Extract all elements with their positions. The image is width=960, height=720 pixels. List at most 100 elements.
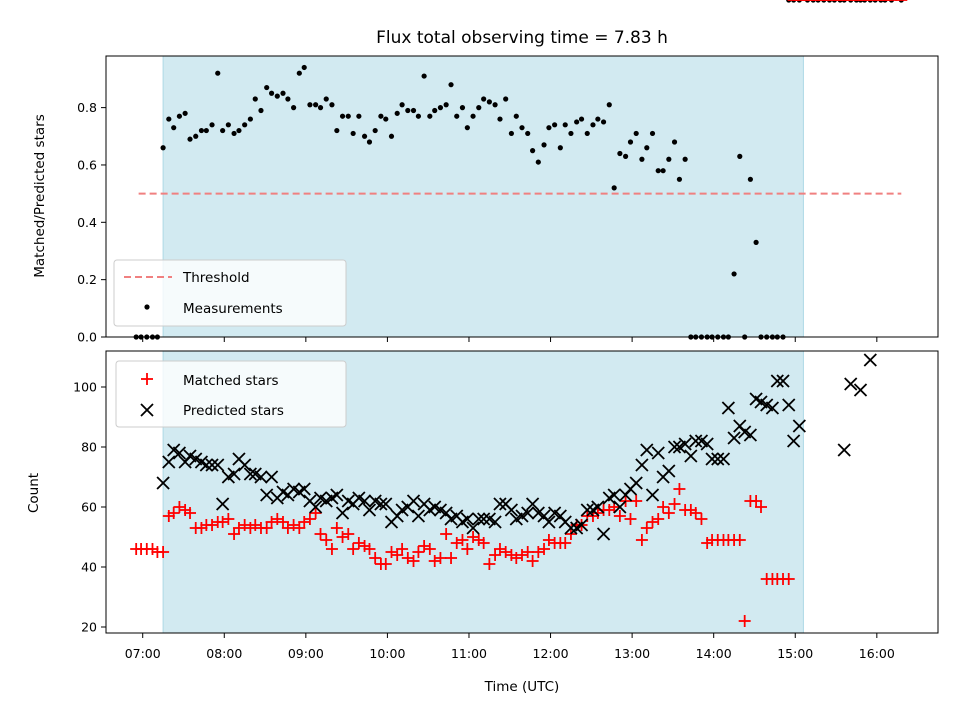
predicted-stars-point xyxy=(711,452,725,466)
measurement-point xyxy=(242,122,248,128)
matched-stars-point xyxy=(754,501,767,513)
matched-stars-point xyxy=(668,498,681,510)
legend-measurements-label: Measurements xyxy=(183,301,283,317)
count-ytick-label: 40 xyxy=(81,560,97,575)
predicted-stars-point xyxy=(243,467,258,481)
predicted-stars-point xyxy=(684,449,698,463)
measurement-point xyxy=(378,113,384,119)
measurement-point xyxy=(198,127,205,134)
measurement-point xyxy=(617,150,623,157)
predicted-stars-point xyxy=(837,443,851,457)
predicted-stars-point xyxy=(216,497,230,511)
matched-stars-point xyxy=(445,552,458,564)
measurement-point xyxy=(562,122,568,128)
predicted-stars-point xyxy=(853,383,868,397)
predicted-stars-point xyxy=(264,470,279,484)
matched-stars-point xyxy=(167,507,180,519)
predicted-stars-point xyxy=(521,506,535,520)
matched-stars-point xyxy=(657,501,670,513)
predicted-stars-series xyxy=(156,353,877,541)
measurement-point xyxy=(421,73,427,79)
predicted-stars-point xyxy=(743,428,758,442)
measurement-point xyxy=(350,130,356,137)
matched-stars-point xyxy=(157,546,170,558)
ratio-ytick-label: 0.2 xyxy=(77,272,97,287)
measurement-point xyxy=(448,82,454,88)
measurement-point xyxy=(590,122,596,128)
measurement-point xyxy=(264,84,270,91)
predicted-stars-point xyxy=(770,374,784,388)
xtick-label: 10:00 xyxy=(369,646,405,661)
legend-matched-label: Matched stars xyxy=(183,373,279,389)
matched-stars-point xyxy=(363,543,376,555)
measurement-point xyxy=(176,113,183,119)
matched-stars-point xyxy=(401,552,414,564)
matched-stars-point xyxy=(624,513,637,525)
matched-stars-point xyxy=(342,528,355,540)
ratio-ytick-label: 0.6 xyxy=(77,157,97,172)
predicted-stars-point xyxy=(564,521,578,535)
predicted-stars-point xyxy=(727,431,741,445)
xtick-label: 13:00 xyxy=(614,646,650,661)
matched-stars-point xyxy=(538,543,551,555)
measurement-point xyxy=(247,116,253,122)
measurement-point xyxy=(258,107,264,114)
measurement-point xyxy=(611,185,617,191)
predicted-stars-point xyxy=(493,497,507,511)
count-ytick-label: 100 xyxy=(73,380,97,395)
ratio-panel-ylabel: Matched/Predicted stars xyxy=(32,114,48,277)
predicted-stars-point xyxy=(792,419,806,433)
measurement-point xyxy=(541,142,547,148)
measurement-point xyxy=(666,156,672,162)
measurement-point xyxy=(285,96,291,102)
ratio-ytick-label: 0.4 xyxy=(77,215,97,230)
matched-stars-point xyxy=(526,555,539,567)
predicted-stars-point xyxy=(205,458,219,472)
count-legend: Matched stars Predicted stars xyxy=(115,360,347,428)
measurement-point xyxy=(323,96,329,102)
predicted-stars-point xyxy=(596,527,611,541)
predicted-stars-point xyxy=(525,497,540,511)
matched-stars-point xyxy=(309,507,322,519)
matched-stars-point xyxy=(271,513,284,525)
predicted-stars-point xyxy=(477,512,491,526)
matched-stars-point xyxy=(461,543,474,555)
measurement-point xyxy=(622,153,629,159)
predicted-stars-point xyxy=(238,458,252,472)
predicted-stars-point xyxy=(406,494,421,508)
measurement-point xyxy=(676,176,683,182)
measurement-point xyxy=(166,116,172,122)
matched-stars-point xyxy=(385,546,398,558)
matched-stars-point xyxy=(281,522,294,534)
measurement-point xyxy=(530,148,536,154)
measurement-point xyxy=(655,168,661,174)
measurement-point xyxy=(497,116,503,122)
measurement-point xyxy=(415,113,422,119)
measurement-point xyxy=(660,168,666,174)
count-panel-ylabel: Count xyxy=(26,473,42,513)
matched-stars-point xyxy=(689,507,702,519)
measurement-point xyxy=(225,122,231,128)
ratio-legend: Threshold Measurements xyxy=(113,259,347,327)
predicted-stars-point xyxy=(782,398,796,412)
measurement-point xyxy=(231,130,237,137)
measurement-point xyxy=(187,136,193,142)
predicted-stars-point xyxy=(504,503,519,517)
measurement-point xyxy=(274,93,280,99)
matched-stars-point xyxy=(483,558,496,570)
predicted-stars-point xyxy=(227,467,241,481)
predicted-stars-point xyxy=(254,470,268,484)
measurement-point xyxy=(454,113,460,119)
measurement-point xyxy=(383,116,389,122)
matched-stars-point xyxy=(423,543,436,555)
measurement-point xyxy=(388,133,395,139)
measurement-point xyxy=(356,113,362,119)
measurement-point xyxy=(394,110,400,116)
measurement-point xyxy=(313,102,319,108)
measurement-point xyxy=(361,133,368,139)
predicted-stars-point xyxy=(460,512,474,526)
measurement-point xyxy=(410,107,417,114)
measurement-point xyxy=(437,105,444,111)
predicted-stars-point xyxy=(662,464,676,478)
xtick-label: 12:00 xyxy=(533,646,569,661)
